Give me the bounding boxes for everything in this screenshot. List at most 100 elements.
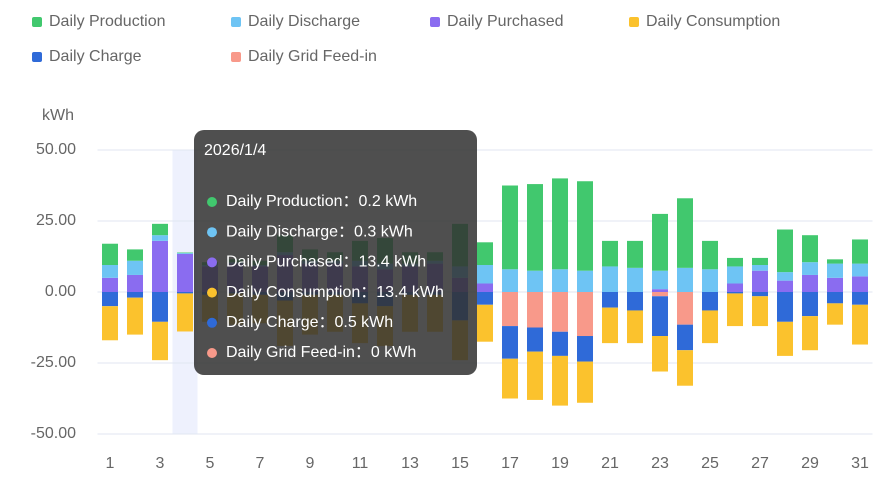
x-tick-label: 11 (352, 455, 369, 472)
tooltip-item: Daily Purchased：13.4 kWh (226, 254, 426, 271)
x-tick-label: 9 (306, 455, 315, 472)
bar (727, 283, 743, 292)
legend-label: Daily Charge (49, 48, 142, 65)
bar (102, 277, 118, 292)
bar (152, 235, 168, 241)
bar (502, 185, 518, 270)
tooltip-dot (207, 317, 217, 328)
bar (527, 351, 543, 400)
bar (777, 229, 793, 273)
bar (127, 292, 143, 298)
bar (802, 292, 818, 317)
legend-label: Daily Purchased (447, 13, 564, 30)
bar (477, 292, 493, 305)
x-tick-label: 29 (801, 455, 819, 472)
bar (827, 277, 843, 292)
bar (677, 198, 693, 268)
x-tick-label: 27 (751, 455, 769, 472)
tooltip-dot (207, 287, 217, 298)
bar (652, 213, 668, 271)
bar (802, 316, 818, 351)
bar (752, 270, 768, 292)
bar (127, 260, 143, 275)
legend-swatch (430, 17, 440, 27)
bar (502, 292, 518, 327)
bar (552, 355, 568, 406)
tooltip-date: 2026/1/4 (204, 142, 266, 159)
x-tick-label: 7 (256, 455, 265, 472)
bar (527, 327, 543, 352)
bar (827, 263, 843, 278)
bar (577, 361, 593, 403)
bar (727, 266, 743, 284)
bar (602, 307, 618, 344)
x-tick-label: 15 (451, 455, 469, 472)
bar (177, 253, 193, 292)
bar (852, 276, 868, 292)
x-tick-label: 31 (851, 455, 869, 472)
y-tick-label: 25.00 (36, 212, 76, 229)
bar (852, 239, 868, 264)
tooltip-item: Daily Consumption：13.4 kWh (226, 284, 444, 301)
bar (677, 292, 693, 325)
legend-swatch (629, 17, 639, 27)
bar (477, 304, 493, 342)
bar (477, 242, 493, 266)
bar (552, 178, 568, 270)
legend-label: Daily Consumption (646, 13, 780, 30)
x-tick-label: 3 (156, 455, 165, 472)
legend-swatch (32, 17, 42, 27)
x-tick-label: 1 (106, 455, 115, 472)
bar (102, 292, 118, 307)
y-tick-label: 0.00 (45, 283, 76, 300)
y-tick-label: 50.00 (36, 141, 76, 158)
x-tick-label: 25 (701, 455, 719, 472)
bar (727, 257, 743, 267)
bar (477, 265, 493, 284)
bar (502, 326, 518, 359)
bar (777, 321, 793, 356)
bar (502, 269, 518, 292)
tooltip-dot (207, 227, 217, 238)
bar (677, 267, 693, 292)
bar (802, 274, 818, 292)
bar (752, 296, 768, 327)
bar (102, 265, 118, 278)
legend-label: Daily Grid Feed-in (248, 48, 377, 65)
bar (702, 240, 718, 270)
x-tick-label: 13 (401, 455, 419, 472)
bar (777, 272, 793, 281)
bar (802, 262, 818, 275)
bar (802, 235, 818, 263)
bar (752, 265, 768, 271)
x-tick-label: 5 (206, 455, 215, 472)
tooltip-dot (207, 348, 217, 358)
tooltip-item: Daily Charge：0.5 kWh (226, 314, 393, 331)
bar (627, 292, 643, 311)
bar (752, 257, 768, 266)
legend-label: Daily Production (49, 13, 166, 30)
y-tick-label: -50.00 (31, 425, 76, 442)
tooltip-item: Daily Discharge：0.3 kWh (226, 223, 413, 240)
bar (652, 292, 668, 297)
tooltip-dot (207, 257, 217, 268)
bar (702, 310, 718, 344)
bar (652, 270, 668, 290)
bar (152, 240, 168, 292)
bar (577, 336, 593, 362)
bar (127, 249, 143, 261)
bar (727, 292, 743, 294)
bar (677, 324, 693, 351)
x-tick-label: 19 (551, 455, 569, 472)
bar (177, 293, 193, 332)
y-tick-label: -25.00 (31, 354, 76, 371)
bar (852, 263, 868, 277)
bar (627, 310, 643, 344)
bar (152, 321, 168, 361)
tooltip: 2026/1/4 Daily Production：0.2 kWh Daily Di… (194, 130, 477, 375)
bar (527, 184, 543, 271)
bar (702, 269, 718, 292)
bar (502, 358, 518, 399)
legend-swatch (231, 17, 241, 27)
